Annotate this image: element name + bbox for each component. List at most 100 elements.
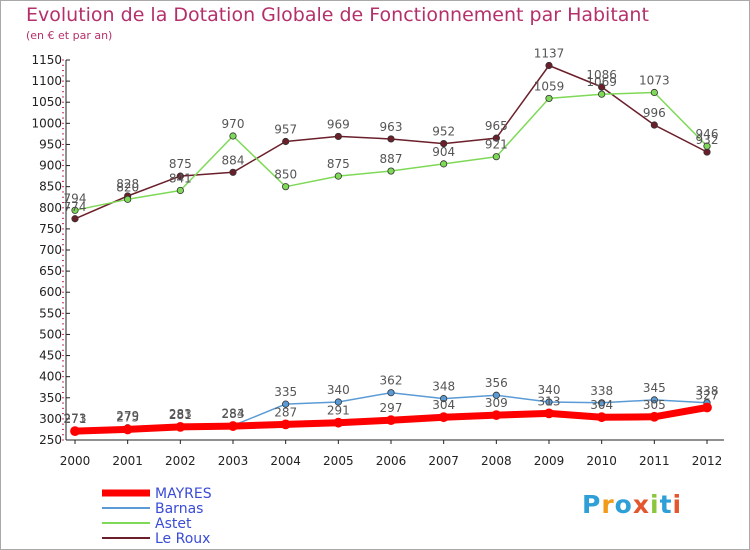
axes: 250 300 350 400 450 500 550 600 650 700 750 800 850 9… [31,53,724,468]
data-label-barnas: 284 [222,407,245,421]
data-point-barnas [598,399,606,407]
data-label-mayres: 304 [590,398,613,412]
y-tick-label: 900 [39,159,62,173]
data-point-barnas [440,395,448,403]
x-tick-label: 2002 [165,454,196,468]
data-point-astet [598,90,606,98]
x-tick-label: 2010 [586,454,617,468]
y-tick-label: 800 [39,201,62,215]
data-point-astet [176,186,184,195]
y-tick-label: 300 [39,412,62,426]
logo-letter: i [672,490,683,519]
data-label-mayres: 271 [64,412,87,426]
y-tick-label: 550 [39,306,62,320]
data-point-mayres [491,410,502,420]
data-point-le-roux [282,137,290,146]
data-label-mayres: 297 [380,401,403,415]
data-label-astet: 1059 [534,79,565,93]
data-point-le-roux [71,215,79,223]
y-tick-label: 700 [39,243,62,257]
data-label-barnas: 340 [538,383,561,397]
data-point-barnas [545,398,553,406]
data-label-le-roux: 1086 [586,68,617,82]
data-label-barnas: 283 [169,407,192,421]
legend-label: MAYRES [155,486,212,502]
y-tick-label: 1050 [31,95,62,109]
data-point-le-roux [440,140,448,148]
data-labels: 271 275 281 283 287 291 297 304 309 313 304 3053272… [64,46,719,426]
data-label-astet: 1069 [586,75,617,89]
data-point-mayres [228,421,238,431]
data-label-barnas: 356 [485,376,508,390]
data-label-astet: 946 [696,127,719,141]
y-tick-label: 250 [39,433,62,447]
logo-letter: P [582,490,602,519]
data-point-astet [124,195,132,203]
data-label-mayres: 304 [432,398,455,412]
data-label-le-roux: 828 [116,177,139,191]
x-tick-label: 2011 [639,454,670,468]
y-tick-label: 450 [39,349,62,363]
x-tick-label: 2007 [428,454,459,468]
data-label-astet: 841 [169,171,192,185]
data-label-barnas: 345 [643,381,666,395]
y-tick-label: 750 [39,222,62,236]
data-label-astet: 887 [380,152,403,166]
data-point-astet [545,94,553,103]
data-label-mayres: 287 [274,405,297,419]
data-point-mayres [122,424,133,435]
data-label-barnas: 335 [274,385,297,399]
legend-label: Barnas [155,501,203,517]
x-tick-label: 2001 [112,454,143,468]
data-point-le-roux [334,132,342,141]
data-label-le-roux: 932 [696,133,719,147]
data-point-mayres [175,422,186,432]
chart-subtitle: (en € et par an) [26,29,113,42]
y-tick-label: 650 [39,264,62,278]
data-label-le-roux: 969 [327,117,350,131]
data-label-mayres: 327 [696,388,719,402]
logo-letter: i [650,490,660,519]
y-tick-label: 1100 [31,74,62,88]
data-point-mayres [70,426,80,437]
data-point-le-roux [387,135,395,143]
data-point-le-roux [229,168,237,176]
x-tick-label: 2000 [60,454,91,468]
logo-letter: r [601,490,615,519]
data-point-barnas [282,400,290,408]
data-label-astet: 850 [274,168,297,182]
x-tick-label: 2005 [323,454,354,468]
data-label-barnas: 338 [590,384,613,398]
data-label-le-roux: 1137 [534,46,565,60]
data-label-barnas: 348 [432,380,455,394]
data-point-le-roux [492,134,500,142]
data-point-astet [492,153,500,161]
data-point-mayres [280,419,291,430]
data-point-mayres [596,412,607,423]
data-label-astet: 820 [116,180,139,194]
y-tick-label: 600 [39,285,62,299]
y-tick-label: 950 [39,137,62,151]
data-label-le-roux: 957 [274,122,297,136]
data-point-mayres [438,412,449,423]
y-tick-label: 850 [39,180,62,194]
data-label-astet: 875 [327,157,350,171]
data-point-mayres [649,411,660,422]
data-label-mayres: 313 [538,394,561,408]
data-point-le-roux [545,61,553,70]
data-point-astet [387,167,395,175]
data-label-mayres: 309 [485,396,508,410]
legend-label: Astet [155,516,192,532]
x-tick-label: 2006 [376,454,407,468]
data-point-barnas [650,396,658,404]
data-point-astet [650,88,658,97]
data-label-astet: 921 [485,138,508,152]
data-point-barnas [492,391,500,399]
data-point-astet [334,172,342,180]
data-point-le-roux [703,148,711,156]
chart-title: Evolution de la Dotation Globale de Fonc… [26,4,649,26]
data-label-le-roux: 884 [222,153,245,167]
data-point-barnas [387,389,395,397]
